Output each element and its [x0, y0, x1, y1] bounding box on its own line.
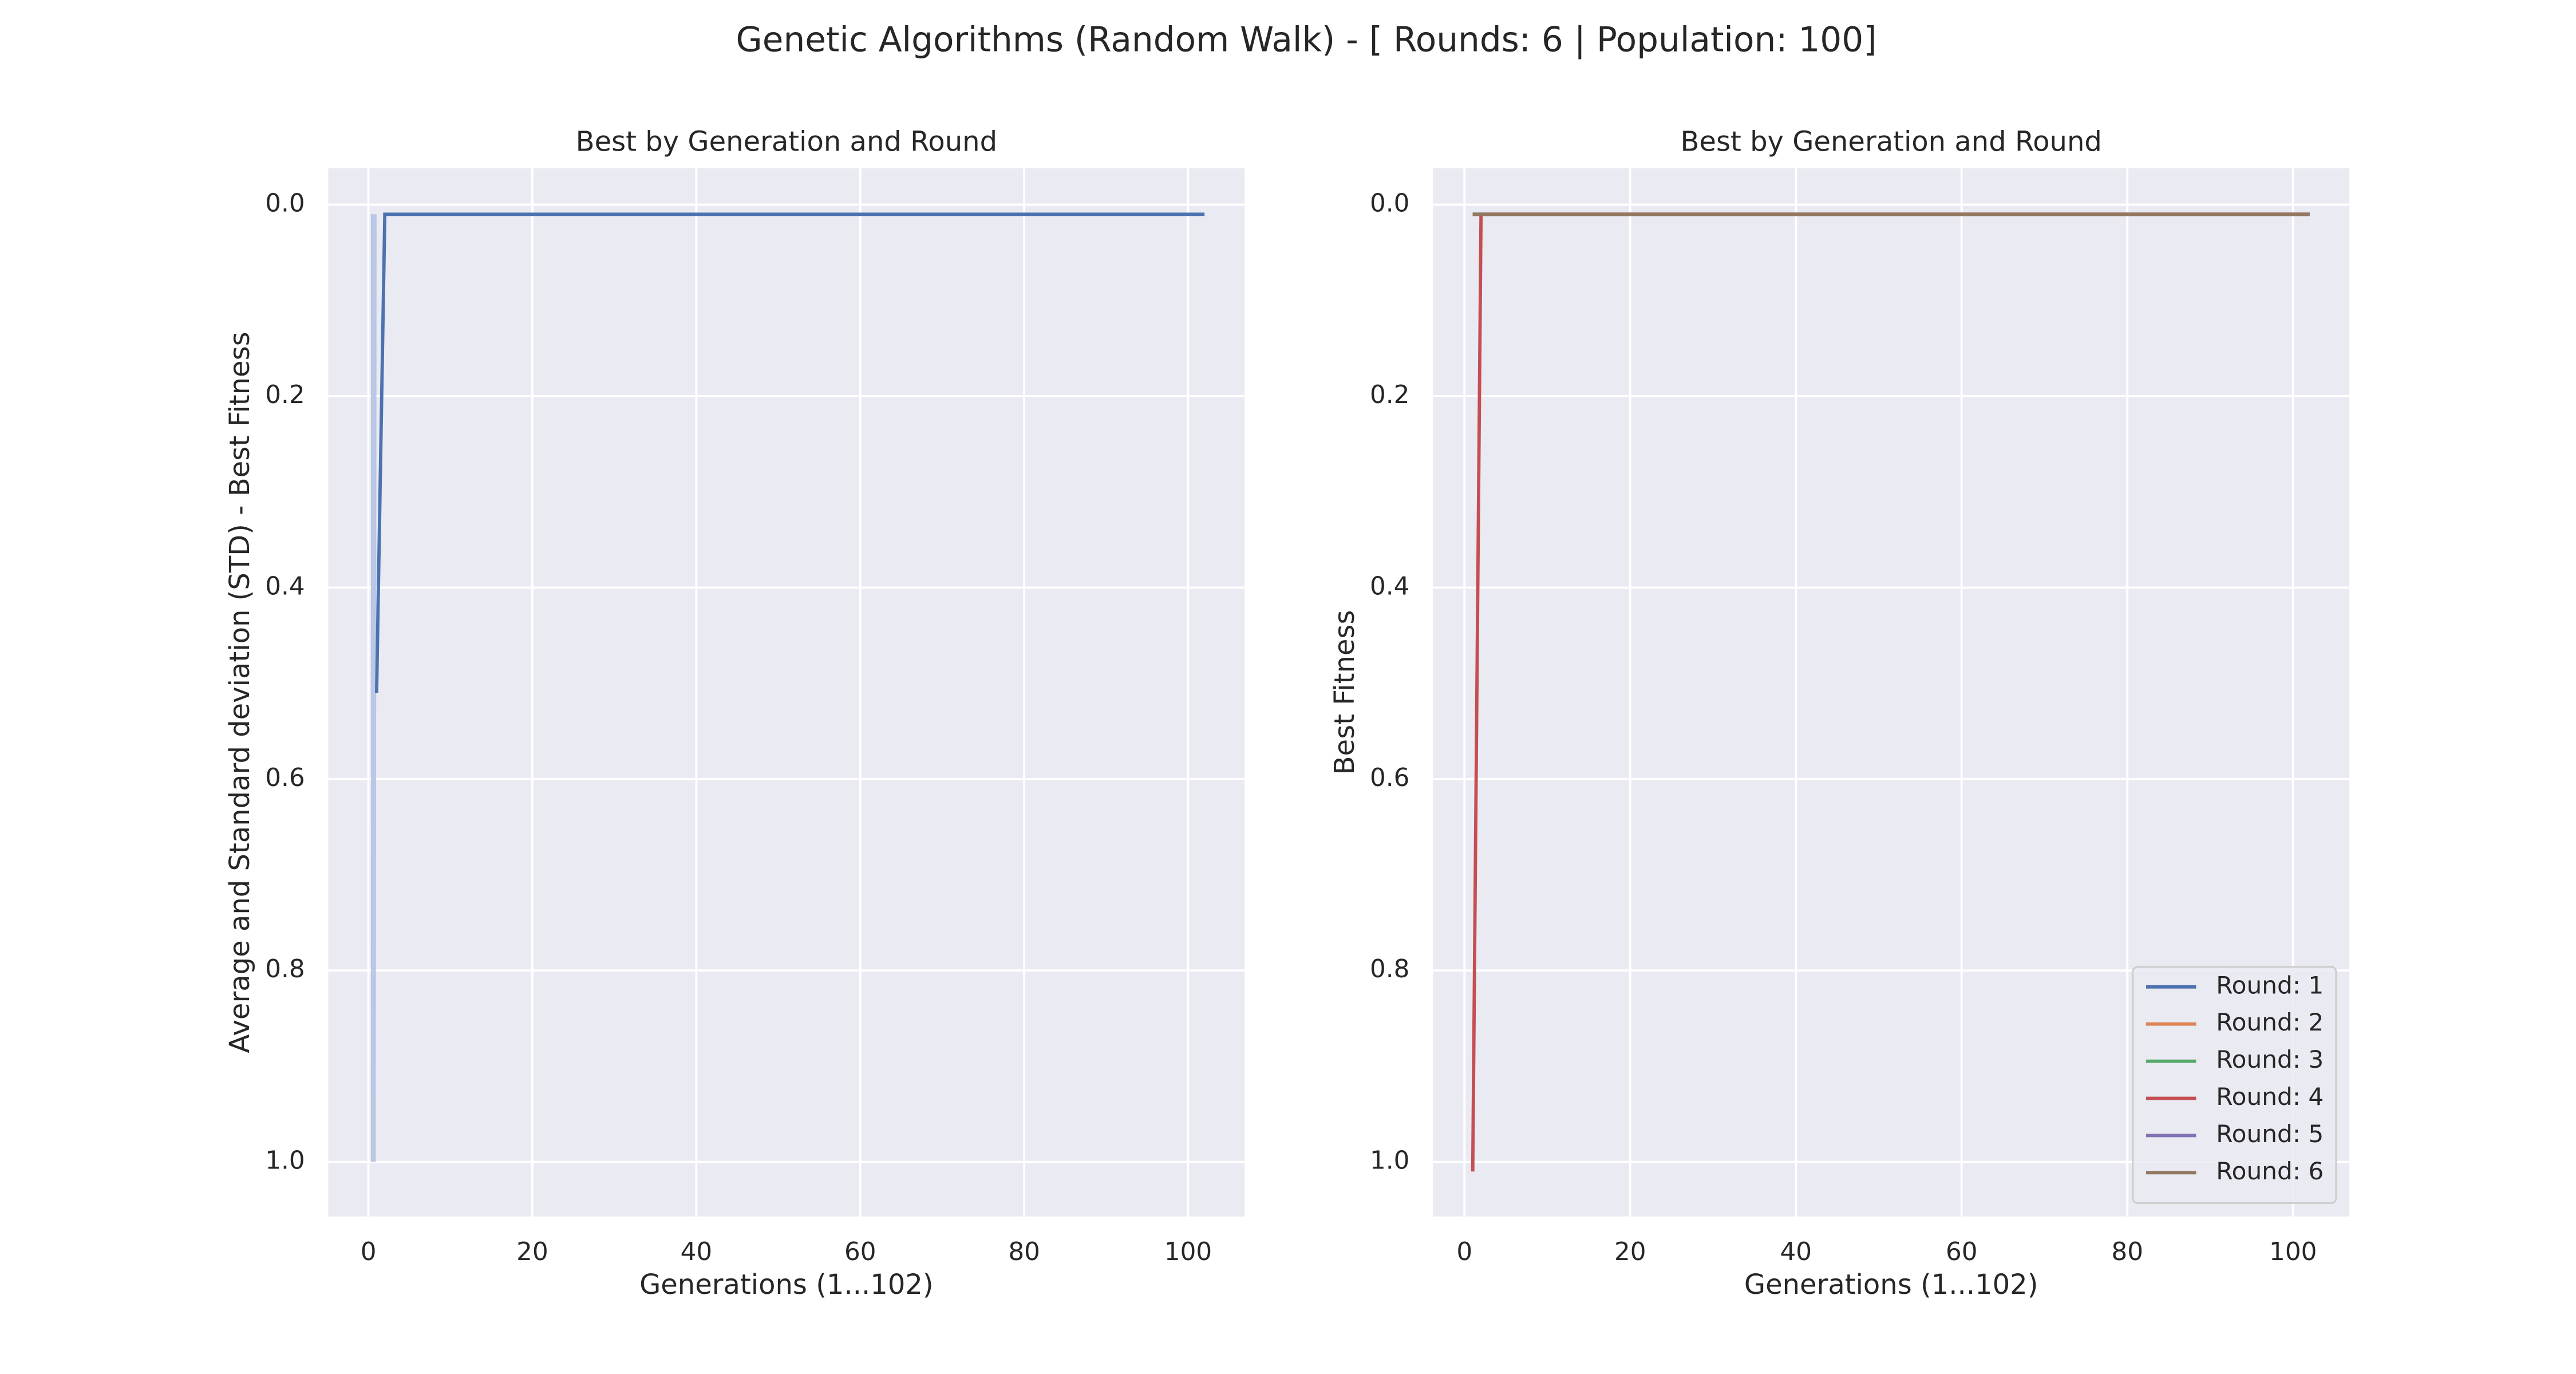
y-axis-label: Average and Standard deviation (STD) - B…	[224, 331, 256, 1053]
subplot-title: Best by Generation and Round	[1680, 125, 2101, 157]
figure-title: Genetic Algorithms (Random Walk) - [ Rou…	[736, 20, 1877, 60]
x-tick-label: 40	[681, 1237, 713, 1266]
y-tick-label: 0.4	[265, 571, 305, 601]
x-tick-label: 60	[844, 1237, 876, 1266]
x-tick-label: 60	[1946, 1237, 1978, 1266]
y-tick-label: 0.0	[1370, 189, 1409, 218]
y-tick-label: 0.2	[265, 380, 305, 409]
x-tick-label: 80	[2111, 1237, 2143, 1266]
x-axis-label: Generations (1...102)	[639, 1269, 934, 1301]
plot-area	[328, 168, 1245, 1217]
y-tick-label: 0.6	[265, 763, 305, 792]
y-tick-label: 1.0	[265, 1146, 305, 1175]
x-tick-label: 20	[1614, 1237, 1646, 1266]
y-axis-label: Best Fitness	[1329, 610, 1361, 775]
panel: 0 20 40 60 80 100 0.0 0.2 0.4 0.6 0.8 1.0 Best by Ge…	[224, 125, 1245, 1301]
x-tick-label: 20	[516, 1237, 548, 1266]
legend-label: Round: 6	[2216, 1157, 2324, 1185]
legend-label: Round: 2	[2216, 1008, 2324, 1036]
y-tick-label: 0.0	[265, 189, 305, 218]
y-tick-label: 0.8	[265, 954, 305, 984]
y-tick-label: 0.2	[1370, 380, 1409, 409]
legend-label: Round: 3	[2216, 1045, 2324, 1073]
legend-label: Round: 1	[2216, 971, 2324, 999]
panel: 0 20 40 60 80 100 0.0 0.2 0.4 0.6 0.8 1.0 Best by Ge…	[1329, 125, 2350, 1301]
x-tick-label: 0	[1456, 1237, 1472, 1266]
x-tick-label: 0	[361, 1237, 377, 1266]
subplot-title: Best by Generation and Round	[576, 125, 997, 157]
legend-box	[2132, 966, 2337, 1205]
legend-label: Round: 5	[2216, 1120, 2324, 1148]
y-tick-label: 0.4	[1370, 571, 1409, 601]
legend-label: Round: 4	[2216, 1083, 2324, 1111]
x-axis-label: Generations (1...102)	[1744, 1269, 2038, 1301]
y-tick-label: 1.0	[1370, 1146, 1409, 1175]
x-tick-label: 40	[1780, 1237, 1812, 1266]
y-tick-label: 0.6	[1370, 763, 1409, 792]
x-tick-label: 100	[1164, 1237, 1212, 1266]
y-tick-label: 0.8	[1370, 954, 1409, 984]
x-tick-label: 80	[1008, 1237, 1040, 1266]
x-tick-label: 100	[2269, 1237, 2317, 1266]
series-line	[374, 212, 1205, 693]
